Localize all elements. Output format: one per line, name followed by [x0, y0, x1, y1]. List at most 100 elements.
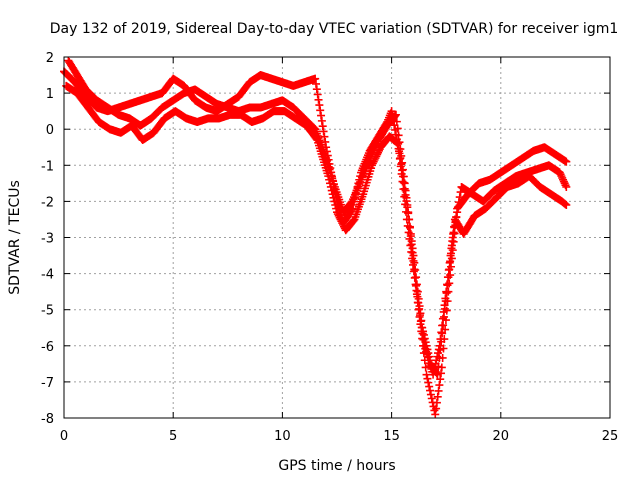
data-point — [434, 345, 443, 354]
data-point — [400, 192, 409, 201]
data-point — [372, 152, 381, 161]
data-point — [443, 280, 452, 289]
y-tick-label: -4 — [41, 268, 54, 283]
data-point — [312, 79, 320, 88]
x-tick-label: 15 — [383, 429, 400, 444]
data-point — [436, 335, 445, 344]
data-point — [319, 127, 328, 136]
data-point — [368, 159, 377, 168]
data-point — [555, 168, 564, 177]
data-point — [448, 237, 457, 246]
y-axis-label: SDTVAR / TECUs — [7, 180, 23, 295]
data-point — [326, 179, 335, 188]
data-point — [402, 207, 411, 216]
data-point — [453, 203, 462, 212]
x-tick-label: 25 — [602, 429, 619, 444]
data-point — [391, 111, 400, 120]
data-point — [312, 85, 321, 94]
data-point — [434, 386, 443, 395]
data-point — [426, 390, 435, 399]
data-point — [443, 273, 452, 282]
data-point — [447, 244, 456, 253]
data-point — [433, 392, 442, 401]
data-point — [418, 329, 427, 338]
data-point — [412, 286, 421, 295]
data-point — [426, 386, 435, 395]
data-point — [435, 381, 444, 390]
y-tick-label: -8 — [41, 412, 54, 427]
data-point — [394, 131, 403, 140]
data-point — [415, 304, 424, 313]
data-point — [399, 185, 408, 194]
data-point — [325, 175, 334, 184]
data-point — [425, 382, 434, 391]
data-point — [317, 111, 326, 120]
data-point — [314, 95, 323, 104]
data-point — [330, 197, 339, 206]
plot-frame — [63, 56, 611, 419]
data-point — [315, 101, 324, 110]
data-point — [417, 323, 426, 332]
data-point — [415, 311, 424, 320]
data-point — [437, 328, 446, 337]
data-point — [446, 251, 455, 260]
data-point — [414, 298, 423, 307]
data-point — [429, 370, 438, 379]
data-point — [317, 116, 326, 125]
data-point — [337, 217, 346, 226]
data-point — [558, 173, 567, 182]
grid-lines — [64, 57, 610, 418]
data-point — [427, 394, 436, 403]
data-point — [333, 210, 342, 219]
data-point — [424, 378, 433, 387]
data-point — [312, 134, 321, 143]
data-point — [439, 307, 448, 316]
data-point — [401, 200, 410, 209]
data-point — [333, 208, 341, 217]
data-point — [442, 287, 451, 296]
data-point — [438, 329, 447, 338]
data-marks — [60, 56, 571, 419]
data-point — [404, 228, 413, 237]
data-point — [313, 90, 322, 99]
data-point — [396, 162, 405, 171]
data-point — [405, 234, 414, 243]
y-tick-label: -1 — [41, 159, 54, 174]
data-point — [453, 208, 462, 217]
y-tick-label: 1 — [46, 87, 54, 102]
data-point — [409, 260, 418, 269]
data-point — [395, 154, 404, 163]
y-tick-label: -3 — [41, 232, 54, 247]
data-point — [326, 182, 335, 191]
data-point — [392, 117, 401, 126]
data-point — [374, 146, 383, 155]
y-tick-label: -2 — [41, 195, 54, 210]
data-point — [394, 139, 403, 148]
data-point — [403, 221, 412, 230]
data-point — [432, 356, 441, 365]
data-point — [454, 198, 463, 207]
data-point — [397, 169, 406, 178]
data-point — [431, 359, 440, 368]
data-point — [436, 375, 445, 384]
data-point — [438, 314, 447, 323]
y-tick-label: 2 — [46, 51, 54, 66]
series-track-c — [62, 81, 571, 379]
data-point — [406, 241, 415, 250]
data-point — [316, 106, 325, 115]
data-point — [421, 363, 430, 372]
data-point — [324, 172, 333, 181]
data-point — [332, 204, 341, 213]
data-point — [395, 147, 404, 156]
data-point — [420, 334, 429, 343]
data-point — [391, 110, 400, 119]
data-point — [430, 406, 439, 415]
x-tick-label: 0 — [60, 429, 68, 444]
data-point — [433, 352, 442, 361]
data-point — [430, 363, 439, 372]
data-point — [416, 317, 425, 326]
x-tick-label: 10 — [274, 429, 291, 444]
data-point — [402, 215, 411, 224]
